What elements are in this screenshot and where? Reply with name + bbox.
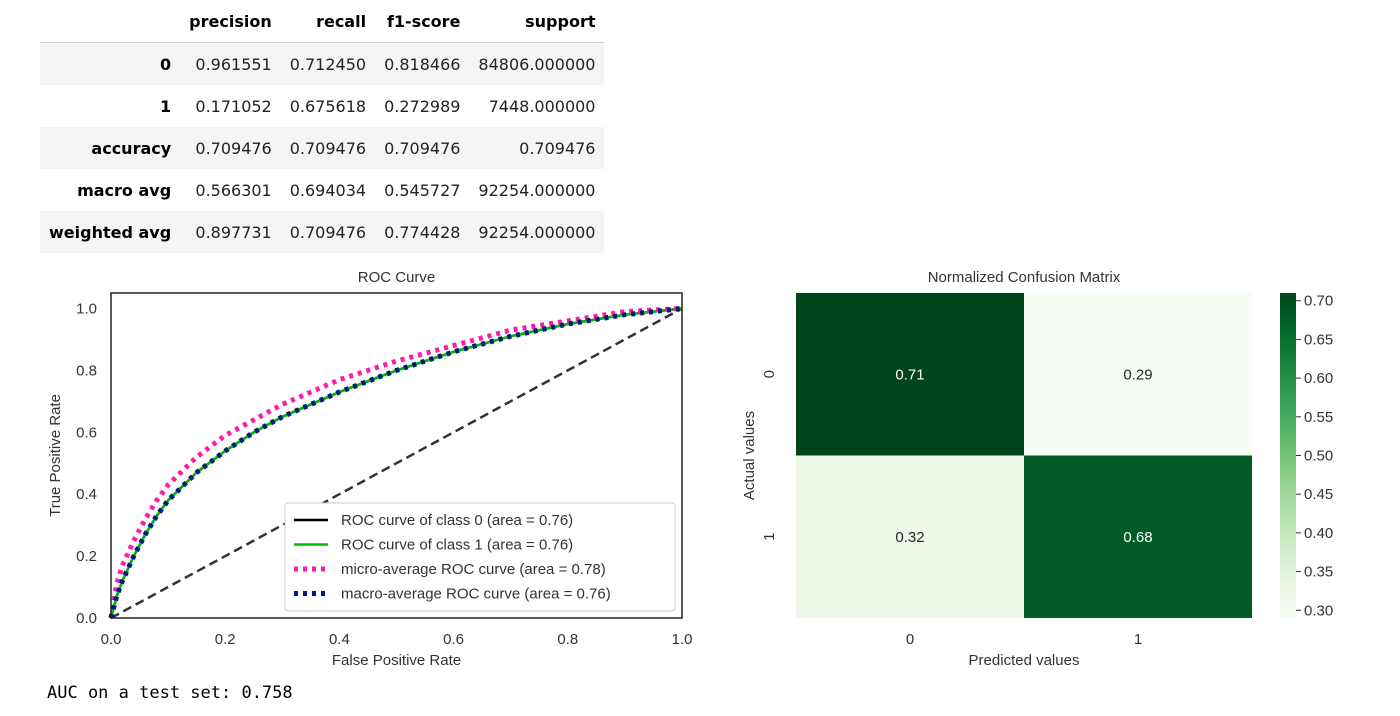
roc-legend-entry: macro-average ROC curve (area = 0.76) (341, 586, 611, 603)
roc-y-axis-label: True Positive Rate (47, 394, 64, 517)
table-cell: 7448.000000 (488, 96, 596, 116)
cm-cell-value: 0.68 (1123, 529, 1152, 546)
table-cell: 0.897731 (195, 222, 272, 242)
roc-x-tick-label: 0.6 (443, 631, 464, 648)
row-label: accuracy (91, 138, 172, 158)
cm-y-axis-label: Actual values (741, 411, 758, 500)
table-cell: 0.566301 (195, 180, 272, 200)
table-cell: 0.712450 (289, 54, 367, 74)
cm-x-tick-label: 0 (906, 631, 914, 648)
roc-legend-entry: ROC curve of class 1 (area = 0.76) (341, 537, 573, 554)
cm-cell (1024, 455, 1252, 618)
report-header-f1: f1-score (375, 0, 470, 43)
cm-colorbar-tick-label: 0.60 (1304, 370, 1333, 387)
table-cell: 0.545727 (384, 180, 461, 200)
table-cell: 0.774428 (384, 222, 461, 242)
table-cell: 0.709476 (195, 138, 272, 158)
roc-y-tick-label: 0.6 (76, 424, 97, 441)
roc-x-tick-label: 0.0 (101, 631, 122, 648)
roc-legend-box (284, 502, 676, 612)
table-cell: 0.709476 (289, 222, 367, 242)
cm-x-axis-label: Predicted values (969, 652, 1080, 669)
table-cell: 0.171052 (195, 96, 272, 116)
table-cell: 84806.000000 (478, 54, 596, 74)
roc-curve-chart: ROC Curve 0.0 0.2 0.4 0.6 0.8 1.0 0.0 0.2 0.4 0.6 0… (47, 269, 693, 669)
table-cell: 0.961551 (195, 54, 272, 74)
cm-cell (1024, 293, 1252, 456)
table-row: 0 0.961551 0.712450 0.818466 84806.00000… (40, 42, 605, 85)
table-cell: 0.272989 (384, 96, 461, 116)
table-cell: 0.709476 (519, 138, 596, 158)
cm-cell (796, 455, 1024, 618)
cm-colorbar-tick-label: 0.35 (1304, 564, 1333, 581)
report-header-row: precision recall f1-score support (40, 0, 605, 43)
row-label: 0 (160, 54, 172, 74)
cm-title: Normalized Confusion Matrix (928, 269, 1121, 286)
cm-colorbar-tick-label: 0.50 (1304, 448, 1333, 465)
row-label: weighted avg (49, 222, 172, 242)
auc-output-text: AUC on a test set: 0.758 (47, 683, 293, 703)
cm-y-tick-label: 1 (761, 533, 778, 541)
cm-cell-value: 0.71 (895, 366, 924, 383)
row-label: 1 (160, 96, 172, 116)
table-row: 1 0.171052 0.675618 0.272989 7448.000000 (40, 85, 605, 127)
table-cell: 0.694034 (289, 180, 367, 200)
cm-colorbar-tick-label: 0.45 (1304, 486, 1333, 503)
cm-y-tick-label: 0 (761, 370, 778, 378)
table-row: accuracy 0.709476 0.709476 0.709476 0.70… (40, 127, 605, 169)
table-cell: 0.675618 (289, 96, 367, 116)
cm-cell-value: 0.32 (895, 529, 924, 546)
roc-y-tick-label: 0.8 (76, 362, 97, 379)
roc-axes-frame (110, 292, 683, 619)
table-cell: 0.709476 (289, 138, 367, 158)
row-label: macro avg (77, 180, 172, 200)
roc-legend-entry: ROC curve of class 0 (area = 0.76) (341, 512, 573, 529)
roc-legend-entry: micro-average ROC curve (area = 0.78) (341, 561, 606, 578)
roc-x-tick-label: 0.8 (557, 631, 578, 648)
classification-report-table: precision recall f1-score support 0 0.96… (40, 0, 605, 253)
roc-x-axis-label: False Positive Rate (332, 652, 461, 669)
roc-x-tick-label: 0.4 (329, 631, 350, 648)
report-header-recall: recall (280, 0, 376, 43)
roc-title: ROC Curve (358, 269, 436, 286)
table-cell: 0.818466 (384, 54, 461, 74)
table-row: macro avg 0.566301 0.694034 0.545727 922… (40, 169, 605, 211)
roc-y-tick-label: 0.2 (76, 548, 97, 565)
roc-y-tick-label: 0.0 (76, 610, 97, 627)
roc-x-tick-label: 1.0 (672, 631, 693, 648)
cm-cell-value: 0.29 (1123, 366, 1152, 383)
cm-colorbar-tick-label: 0.30 (1304, 602, 1333, 619)
table-cell: 0.709476 (384, 138, 461, 158)
confusion-matrix-chart: Normalized Confusion Matrix 0.71 0.29 0.32 0… (741, 269, 1333, 669)
roc-y-tick-label: 1.0 (76, 300, 97, 317)
cm-colorbar-tick-label: 0.70 (1304, 293, 1333, 310)
report-header-support: support (469, 0, 605, 43)
cm-colorbar-tick-label: 0.40 (1304, 525, 1333, 542)
table-cell: 92254.000000 (478, 222, 596, 242)
cm-x-tick-label: 1 (1134, 631, 1142, 648)
report-header-index (40, 0, 181, 43)
roc-y-tick-label: 0.4 (76, 486, 97, 503)
roc-series-line-1 (109, 307, 683, 619)
cm-colorbar-tick-label: 0.65 (1304, 331, 1333, 348)
cm-cell (796, 293, 1024, 456)
cm-colorbar-tick-label: 0.55 (1304, 409, 1333, 426)
table-row: weighted avg 0.897731 0.709476 0.774428 … (40, 211, 605, 253)
cm-colorbar (1280, 293, 1296, 618)
roc-series-line-4 (110, 307, 683, 620)
table-cell: 92254.000000 (478, 180, 596, 200)
report-header-precision: precision (180, 0, 281, 43)
roc-x-tick-label: 0.2 (215, 631, 236, 648)
